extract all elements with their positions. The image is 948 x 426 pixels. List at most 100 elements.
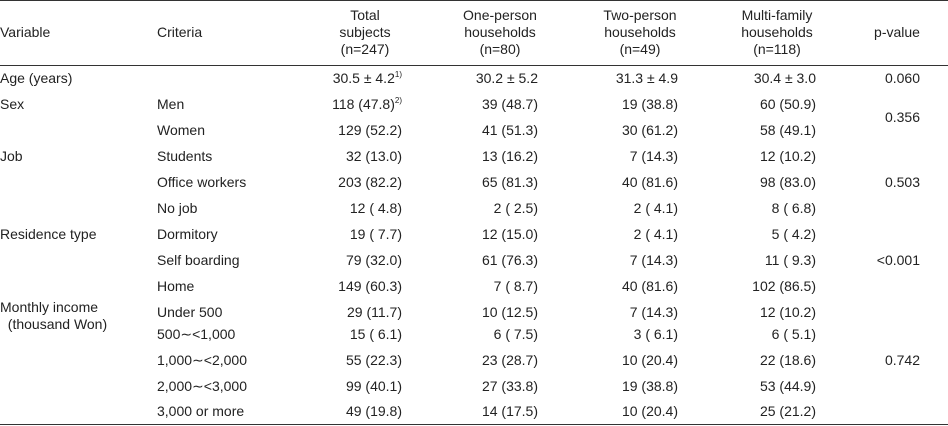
row-criteria: 2,000∼<3,000 xyxy=(157,378,247,394)
cell-multi-family: 12 (10.2) xyxy=(759,304,816,320)
cell-multi-family: 11 ( 9.3) xyxy=(764,252,816,268)
header-multi-line2: households xyxy=(741,24,813,40)
cell-total: 129 (52.2) xyxy=(338,122,402,138)
cell-p-value-sex: 0.356 xyxy=(884,109,920,125)
cell-total: 19 ( 7.7) xyxy=(349,226,402,242)
cell-one-person: 14 (17.5) xyxy=(481,403,538,419)
cell-total: 49 (19.8) xyxy=(345,403,402,419)
header-one-line3: (n=80) xyxy=(479,41,521,57)
cell-two-person: 7 (14.3) xyxy=(629,304,678,320)
cell-one-person: 23 (28.7) xyxy=(481,352,538,368)
row-criteria: Office workers xyxy=(157,174,247,190)
cell-total: 203 (82.2) xyxy=(338,174,402,190)
footnote-mark: 1) xyxy=(394,70,402,79)
cell-multi-family: 22 (18.6) xyxy=(759,352,816,368)
cell-multi-family: 12 (10.2) xyxy=(759,148,816,164)
header-one-person: One-person households (n=80) xyxy=(440,7,560,58)
row-criteria: No job xyxy=(157,200,198,216)
row-variable: Age (years) xyxy=(0,70,73,86)
cell-one-person: 27 (33.8) xyxy=(481,378,538,394)
cell-one-person: 65 (81.3) xyxy=(481,174,538,190)
header-multi-line3: (n=118) xyxy=(753,41,801,57)
row-criteria: 3,000 or more xyxy=(157,403,245,419)
cell-multi-family: 30.4 ± 3.0 xyxy=(753,70,816,86)
cell-multi-family: 6 ( 5.1) xyxy=(771,326,816,342)
cell-p-value-residence: <0.001 xyxy=(876,252,920,268)
cell-two-person: 40 (81.6) xyxy=(621,174,678,190)
header-multi-line1: Multi-family xyxy=(741,7,813,23)
cell-two-person: 19 (38.8) xyxy=(621,378,678,394)
cell-multi-family: 53 (44.9) xyxy=(759,378,816,394)
cell-two-person: 40 (81.6) xyxy=(621,278,678,294)
cell-total: 29 (11.7) xyxy=(347,304,402,320)
cell-one-person: 12 (15.0) xyxy=(481,226,538,242)
cell-total: 32 (13.0) xyxy=(345,148,402,164)
header-multi-family: Multi-family households (n=118) xyxy=(714,7,840,58)
cell-total: 30.5 ± 4.21) xyxy=(332,70,402,86)
cell-total: 149 (60.3) xyxy=(338,278,402,294)
cell-total: 15 ( 6.1) xyxy=(349,326,402,342)
cell-multi-family: 8 ( 6.8) xyxy=(771,200,816,216)
cell-multi-family: 25 (21.2) xyxy=(759,403,816,419)
header-p-value: p-value xyxy=(874,24,920,40)
row-criteria: Under 500 xyxy=(157,304,223,320)
cell-one-person: 30.2 ± 5.2 xyxy=(475,70,538,86)
cell-one-person: 39 (48.7) xyxy=(481,96,538,112)
cell-two-person: 2 ( 4.1) xyxy=(633,226,678,242)
cell-total: 55 (22.3) xyxy=(345,352,402,368)
cell-multi-family: 58 (49.1) xyxy=(759,122,816,138)
cell-two-person: 31.3 ± 4.9 xyxy=(615,70,678,86)
header-total-line1: Total xyxy=(350,7,380,23)
row-variable: Residence type xyxy=(0,226,97,242)
header-one-line1: One-person xyxy=(463,7,537,23)
cell-two-person: 7 (14.3) xyxy=(629,252,678,268)
cell-one-person: 7 ( 8.7) xyxy=(493,278,538,294)
cell-p-value: 0.060 xyxy=(884,70,920,86)
header-two-line3: (n=49) xyxy=(619,41,661,57)
row-criteria: 1,000∼<2,000 xyxy=(157,352,247,368)
bottom-rule xyxy=(0,424,948,425)
row-variable: Job xyxy=(0,148,23,164)
header-two-line2: households xyxy=(604,24,676,40)
cell-multi-family: 102 (86.5) xyxy=(752,278,816,294)
cell-p-value-job: 0.503 xyxy=(884,174,920,190)
header-total-line3: (n=247) xyxy=(340,41,390,57)
header-total-line2: subjects xyxy=(339,24,391,40)
cell-one-person: 41 (51.3) xyxy=(481,122,538,138)
cell-multi-family: 60 (50.9) xyxy=(759,96,816,112)
cell-p-value-income: 0.742 xyxy=(884,352,920,368)
cell-multi-family: 98 (83.0) xyxy=(759,174,816,190)
cell-one-person: 10 (12.5) xyxy=(481,304,538,320)
cell-total: 118 (47.8)2) xyxy=(332,96,402,112)
header-criteria: Criteria xyxy=(157,24,203,40)
cell-one-person: 6 ( 7.5) xyxy=(493,326,538,342)
row-criteria: Dormitory xyxy=(157,226,218,242)
cell-total: 79 (32.0) xyxy=(345,252,402,268)
cell-total: 99 (40.1) xyxy=(345,378,402,394)
row-criteria: Women xyxy=(157,122,205,138)
cell-one-person: 2 ( 2.5) xyxy=(493,200,538,216)
cell-two-person: 10 (20.4) xyxy=(621,352,678,368)
cell-two-person: 30 (61.2) xyxy=(621,122,678,138)
row-criteria: Men xyxy=(157,96,185,112)
row-variable: Monthly income (thousand Won) xyxy=(0,299,108,332)
row-criteria: Home xyxy=(157,278,195,294)
cell-two-person: 2 ( 4.1) xyxy=(633,200,678,216)
header-rule xyxy=(0,65,948,66)
footnote-mark: 2) xyxy=(394,96,402,105)
cell-multi-family: 5 ( 4.2) xyxy=(771,226,816,242)
cell-total: 12 ( 4.8) xyxy=(349,200,402,216)
header-one-line2: households xyxy=(464,24,536,40)
header-two-line1: Two-person xyxy=(603,7,677,23)
cell-two-person: 19 (38.8) xyxy=(621,96,678,112)
header-two-person: Two-person households (n=49) xyxy=(580,7,700,58)
cell-two-person: 10 (20.4) xyxy=(621,403,678,419)
row-variable: Sex xyxy=(0,96,25,112)
cell-one-person: 13 (16.2) xyxy=(481,148,538,164)
cell-two-person: 3 ( 6.1) xyxy=(633,326,678,342)
row-criteria: 500∼<1,000 xyxy=(157,326,236,342)
cell-one-person: 61 (76.3) xyxy=(481,252,538,268)
header-variable: Variable xyxy=(0,24,51,40)
cell-two-person: 7 (14.3) xyxy=(629,148,678,164)
